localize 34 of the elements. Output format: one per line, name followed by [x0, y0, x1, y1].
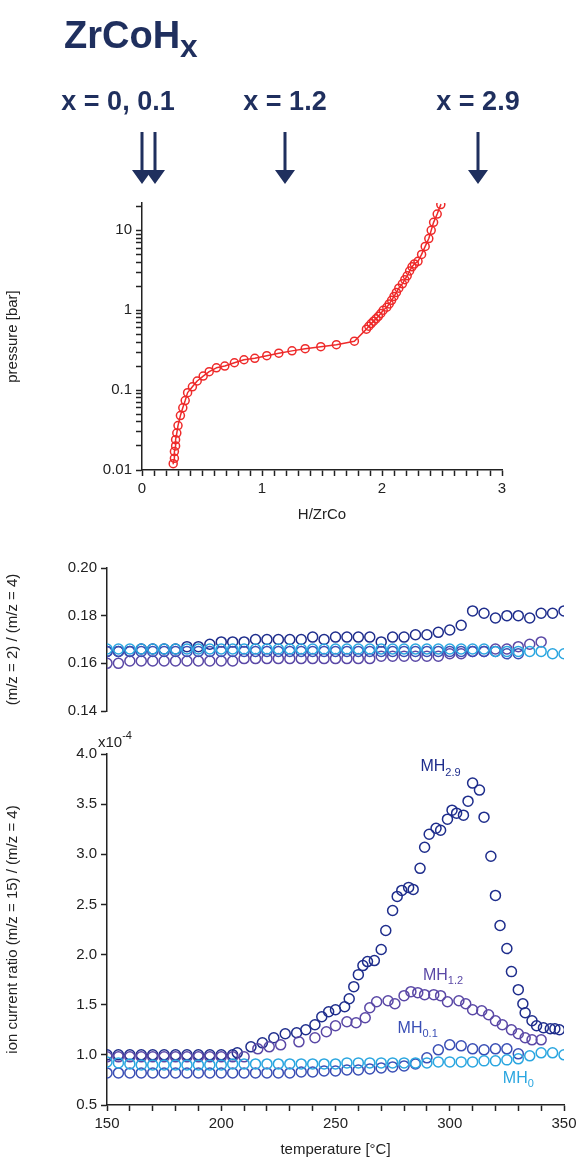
y-tick-label: 0.01: [102, 460, 132, 478]
y-tick-label: 0.5: [76, 1095, 97, 1113]
x-tick-label: 300: [437, 1114, 463, 1132]
x-tick-label: 3: [497, 479, 507, 497]
chart-title: ZrCoH$_{x}$: [64, 14, 198, 65]
y-tick-label: 0.14: [67, 701, 97, 719]
x-tick-label: 350: [551, 1114, 577, 1132]
x-axis-title: H/ZrCo: [297, 505, 347, 523]
x-tick-label: 150: [94, 1114, 120, 1132]
y-axis-title: (m/z = 2) / (m/z = 4): [3, 573, 21, 706]
y-tick-label: 0.1: [111, 380, 132, 398]
y-tick-label: 0.16: [67, 653, 97, 671]
x-tick-label: 250: [322, 1114, 349, 1132]
text: x = 2.9: [436, 86, 520, 117]
text: x = 0, 0.1: [61, 86, 175, 117]
y-tick-label: 1.5: [76, 994, 97, 1012]
text: x = 1.2: [243, 86, 327, 117]
y-tick-label: 3.0: [76, 844, 97, 862]
y-tick-label: 0.20: [67, 558, 97, 576]
y-tick-label: 1.0: [76, 1045, 97, 1062]
y-tick-label: 3.5: [76, 794, 97, 812]
x-tick-label: 0: [137, 479, 147, 497]
y-tick-label: 2.0: [76, 944, 97, 962]
y-tick-label: 10: [115, 220, 132, 238]
y-tick-label: 0.18: [67, 605, 97, 623]
y-tick-label: 2.5: [76, 894, 97, 912]
x-tick-label: 2: [377, 479, 387, 497]
x-tick-label: 200: [208, 1114, 234, 1132]
x-tick-label: 1: [257, 479, 267, 497]
y-axis-title: ion current ratio (m/z = 15) / (m/z = 4): [3, 805, 21, 1054]
y-tick-label: 1: [123, 300, 132, 318]
x-axis-title: temperature [°C]: [280, 1140, 391, 1158]
y-tick-label: 4.0: [76, 744, 97, 762]
y-axis-title: pressure [bar]: [3, 290, 21, 383]
